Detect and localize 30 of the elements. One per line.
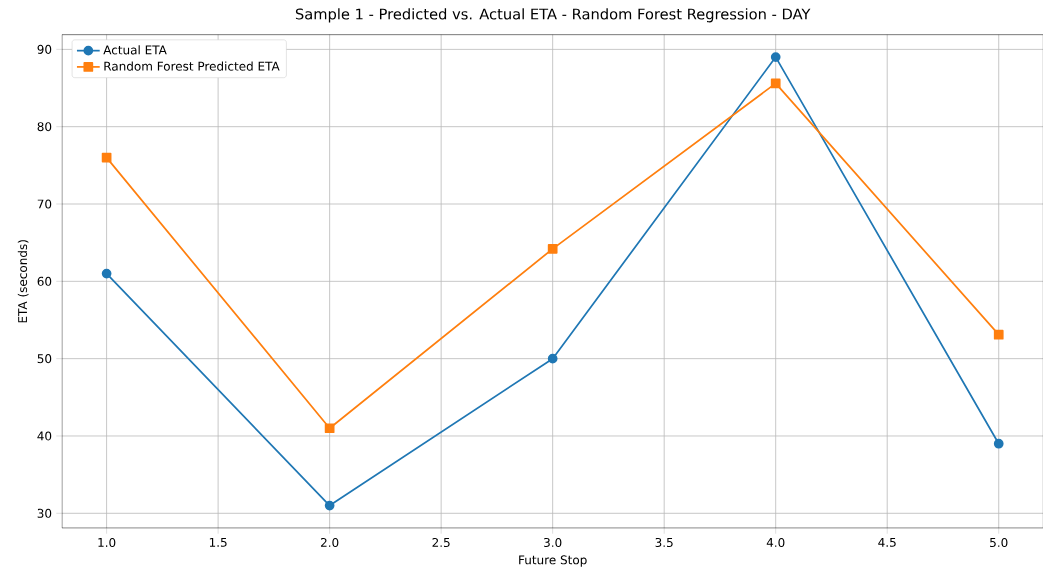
y-tick-label: 60 <box>37 276 52 286</box>
x-tick-label: 3.0 <box>544 537 562 548</box>
point <box>770 78 781 89</box>
point <box>770 52 781 62</box>
point <box>324 423 335 434</box>
y-tick-label: 50 <box>37 354 52 364</box>
x-axis-title: Future Stop <box>519 555 587 567</box>
x-tick-label: 4.5 <box>878 537 896 547</box>
legend-label: Actual ETA <box>103 45 167 55</box>
point <box>547 243 558 254</box>
x-tick-label: 5.0 <box>990 537 1008 548</box>
point <box>993 329 1004 340</box>
x-tick-label: 2.0 <box>320 537 339 548</box>
x-tick-label: 2.5 <box>432 537 450 548</box>
x-tick-label: 1.5 <box>209 537 227 547</box>
y-tick-label: 80 <box>37 122 52 132</box>
x-tick-label: 4.0 <box>766 537 785 548</box>
point <box>324 500 335 511</box>
chart-title: Sample 1 - Predicted vs. Actual ETA - Random Forest Regression - DAY <box>295 8 811 23</box>
legend-label: Random Forest Predicted ETA <box>104 61 280 71</box>
point <box>101 268 112 279</box>
y-tick-label: 70 <box>37 199 52 209</box>
y-tick-label: 30 <box>37 508 52 518</box>
y-axis-title: ETA (seconds) <box>17 240 29 323</box>
y-tick-label: 40 <box>37 431 52 441</box>
y-tick-label: 90 <box>37 44 52 54</box>
point <box>547 353 558 364</box>
point <box>993 438 1004 449</box>
x-tick-label: 3.5 <box>655 537 673 548</box>
x-tick-label: 1.0 <box>98 537 116 548</box>
